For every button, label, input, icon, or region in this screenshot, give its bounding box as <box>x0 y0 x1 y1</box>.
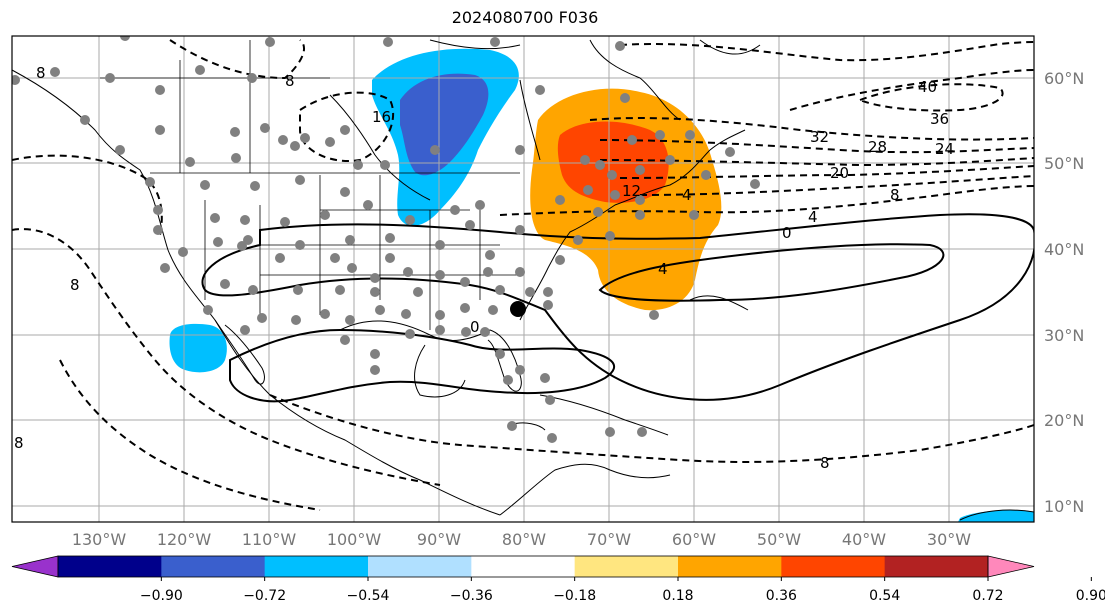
lat-label: 50°N <box>1044 154 1084 173</box>
colorbar-segment <box>678 556 782 577</box>
contour-label: 4 <box>658 260 668 278</box>
lat-label: 60°N <box>1044 69 1084 88</box>
contour-label: 12 <box>622 182 641 200</box>
anomaly-fill-light-blue-corner <box>958 510 1034 522</box>
contour-label: 8 <box>70 276 80 294</box>
lon-label: 50°W <box>757 530 801 549</box>
colorbar-segment <box>264 556 369 577</box>
contour-label: 36 <box>930 110 949 128</box>
lon-label: 70°W <box>587 530 631 549</box>
map-frame <box>11 35 1035 523</box>
colorbar-tick-label: −0.18 <box>553 588 596 604</box>
contour-label-group: 8 8 16 32 28 24 20 40 36 8 4 0 4 12 4 0 … <box>14 64 954 472</box>
colorbar-segment <box>574 556 679 577</box>
contour-label: 40 <box>918 78 937 96</box>
lat-label: 10°N <box>1044 497 1084 516</box>
colorbar-segment <box>884 556 989 577</box>
anomaly-fill-dark-blue-north <box>400 73 489 176</box>
contour-label: 20 <box>830 164 849 182</box>
colorbar: −0.90 −0.72 −0.54 −0.36 −0.18 0.18 0.36 0.54 0.7… <box>11 555 1105 604</box>
anomaly-fill-red-orange <box>557 121 669 203</box>
contour-label: 0 <box>782 224 792 242</box>
lat-label: 20°N <box>1044 411 1084 430</box>
lon-label: 100°W <box>327 530 382 549</box>
lon-label: 40°W <box>842 530 886 549</box>
colorbar-tick-label: −0.54 <box>347 588 390 604</box>
contour-label: 0 <box>470 318 480 336</box>
colorbar-tick-label: 0.54 <box>869 588 900 604</box>
lon-label: 110°W <box>242 530 297 549</box>
lat-label: 30°N <box>1044 326 1084 345</box>
contour-label: 24 <box>935 140 954 158</box>
colorbar-segment <box>58 556 162 577</box>
contour-label: 8 <box>820 454 830 472</box>
colorbar-tick-label: −0.72 <box>243 588 286 604</box>
contour-label: 8 <box>36 64 46 82</box>
lon-label: 90°W <box>417 530 461 549</box>
contour-label: 8 <box>14 434 24 452</box>
lon-label: 60°W <box>672 530 716 549</box>
colorbar-tick-label: 0.36 <box>766 588 797 604</box>
contour-label: 28 <box>868 138 887 156</box>
lon-label: 80°W <box>502 530 546 549</box>
contour-label: 8 <box>285 72 295 90</box>
lon-label: 30°W <box>927 530 971 549</box>
map-title: 2024080700 F036 <box>451 8 599 27</box>
lat-label: 40°N <box>1044 240 1084 259</box>
colorbar-segment <box>368 556 472 577</box>
colorbar-segment <box>471 556 576 577</box>
colorbar-extend-low <box>11 555 59 578</box>
colorbar-tick-label: 0.90 <box>1076 588 1105 604</box>
lon-label: 130°W <box>72 530 127 549</box>
contour-label: 16 <box>372 108 391 126</box>
contour-label: 32 <box>810 128 829 146</box>
colorbar-tick-label: 0.18 <box>662 588 693 604</box>
colorbar-segment <box>161 556 266 577</box>
contour-lines <box>12 39 1034 511</box>
lon-label: 120°W <box>157 530 212 549</box>
highlight-station <box>510 301 526 317</box>
contour-label: 4 <box>682 186 692 204</box>
contour-label: 4 <box>808 208 818 226</box>
colorbar-segment <box>781 556 886 577</box>
anomaly-fill-light-blue-baja <box>169 323 227 373</box>
colorbar-tick-label: −0.90 <box>140 588 183 604</box>
contour-label: 8 <box>890 186 900 204</box>
coastlines <box>12 39 1034 521</box>
station-markers <box>12 36 760 443</box>
longitude-labels: 130°W 120°W 110°W 100°W 90°W 80°W 70°W 6… <box>72 530 971 549</box>
colorbar-frame <box>57 555 989 578</box>
latitude-labels: 60°N 50°N 40°N 30°N 20°N 10°N <box>1044 69 1084 516</box>
colorbar-tick-label: 0.72 <box>972 588 1003 604</box>
colorbar-tick-label: −0.36 <box>450 588 493 604</box>
colorbar-extend-high <box>987 555 1035 578</box>
